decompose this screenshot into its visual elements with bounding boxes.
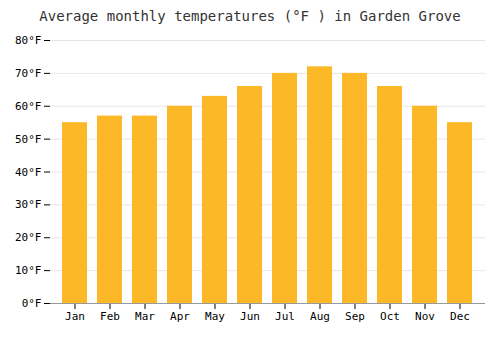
svg-text:0°F: 0°F bbox=[22, 297, 42, 310]
svg-text:Mar: Mar bbox=[135, 310, 155, 323]
svg-text:Apr: Apr bbox=[170, 310, 190, 323]
svg-text:Jan: Jan bbox=[65, 310, 85, 323]
svg-text:70°F: 70°F bbox=[15, 67, 42, 80]
svg-text:Jul: Jul bbox=[275, 310, 295, 323]
svg-text:60°F: 60°F bbox=[15, 100, 42, 113]
svg-text:Jun: Jun bbox=[240, 310, 260, 323]
svg-text:30°F: 30°F bbox=[15, 198, 42, 211]
svg-text:20°F: 20°F bbox=[15, 231, 42, 244]
svg-text:Oct: Oct bbox=[380, 310, 400, 323]
svg-text:Aug: Aug bbox=[310, 310, 330, 323]
svg-text:40°F: 40°F bbox=[15, 166, 42, 179]
html-text:Average monthly temperatures (: Average monthly temperatures (°F ) in Ga… bbox=[39, 8, 461, 24]
svg-text:50°F: 50°F bbox=[15, 133, 42, 146]
svg-text:Sep: Sep bbox=[345, 310, 365, 323]
svg-text:10°F: 10°F bbox=[15, 264, 42, 277]
svg-text:May: May bbox=[205, 310, 225, 323]
svg-text:Feb: Feb bbox=[100, 310, 120, 323]
svg-text:80°F: 80°F bbox=[15, 34, 42, 47]
svg-text:Nov: Nov bbox=[415, 310, 435, 323]
svg-text:Dec: Dec bbox=[450, 310, 470, 323]
